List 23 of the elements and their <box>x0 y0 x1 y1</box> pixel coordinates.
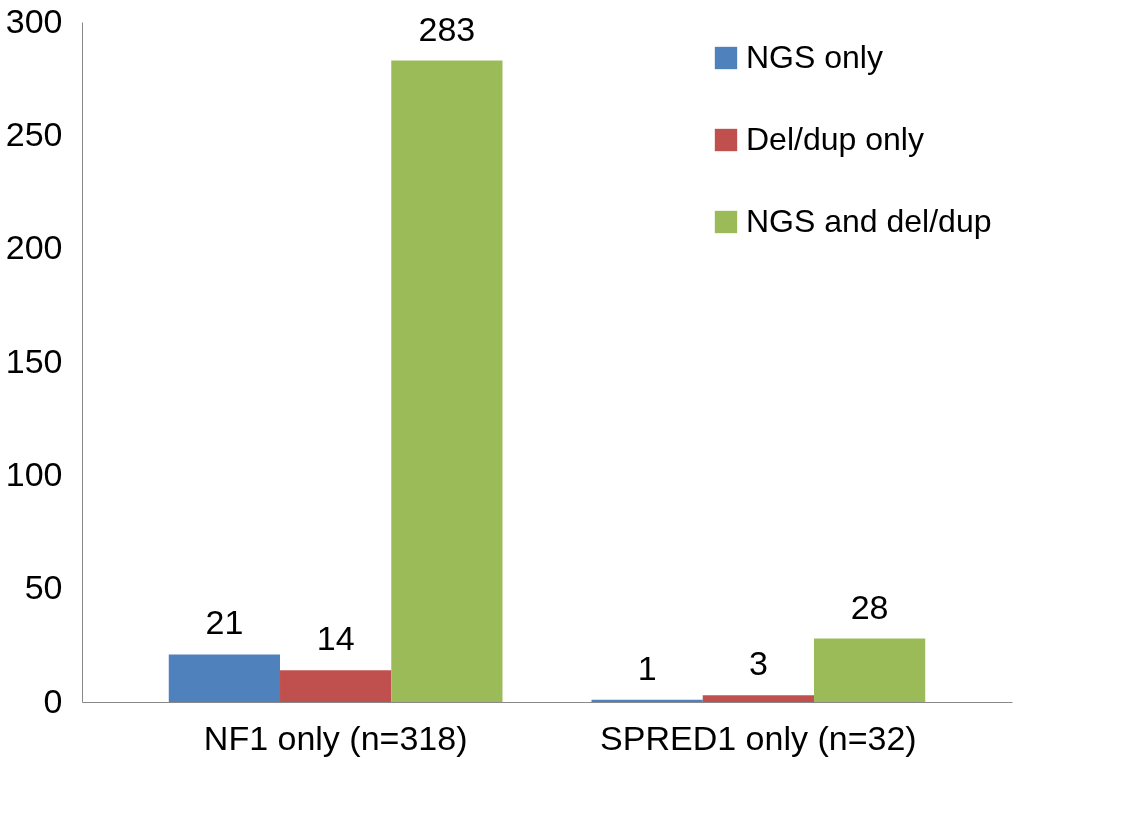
x-tick-label: NF1 only (n=318) <box>203 718 468 757</box>
bar <box>280 670 392 702</box>
data-label: 283 <box>418 9 476 48</box>
y-tick-label: 250 <box>5 114 63 153</box>
x-tick-label: SPRED1 only (n=32) <box>600 718 917 757</box>
data-label: 28 <box>850 587 889 626</box>
bar <box>702 695 814 702</box>
y-tick-label: 50 <box>24 568 63 607</box>
data-label: 3 <box>748 644 768 683</box>
y-tick-label: 300 <box>5 1 63 40</box>
bar <box>391 60 503 702</box>
data-label: 21 <box>205 603 244 642</box>
legend-label: Del/dup only <box>746 121 924 157</box>
y-tick-label: 0 <box>43 681 63 720</box>
y-tick-label: 100 <box>5 454 63 493</box>
bar <box>168 654 281 702</box>
y-tick-label: 150 <box>5 341 63 380</box>
y-tick-label: 200 <box>5 228 63 267</box>
legend-label: NGS and del/dup <box>746 203 992 239</box>
bar <box>813 638 926 702</box>
legend-label: NGS only <box>746 39 883 75</box>
data-label: 14 <box>316 619 355 658</box>
data-label: 1 <box>637 648 657 687</box>
